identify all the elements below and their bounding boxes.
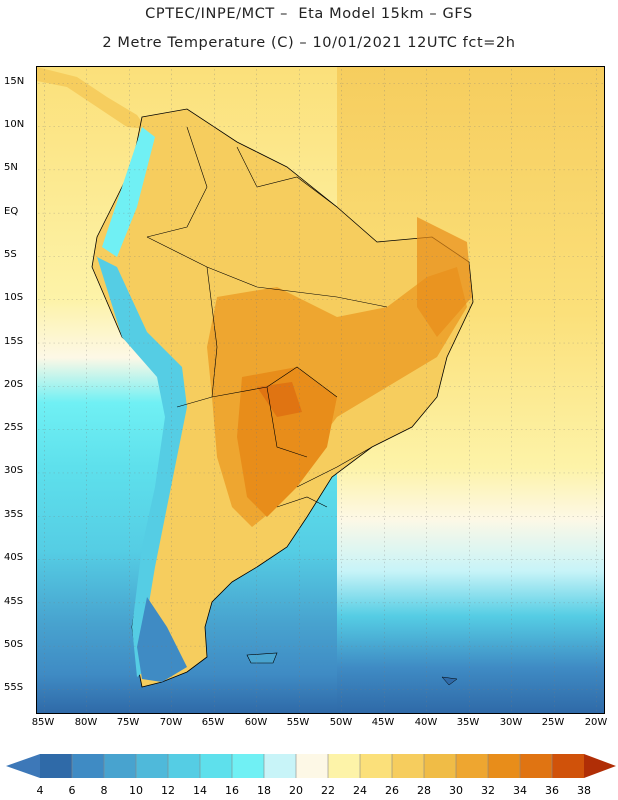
lon-label-55w: 55W bbox=[286, 717, 310, 728]
map-svg bbox=[37, 67, 604, 713]
colorbar-swatch-24-26 bbox=[360, 754, 392, 778]
colorbar-swatch-28-30 bbox=[424, 754, 456, 778]
colorbar-arrow-left bbox=[6, 754, 40, 778]
colorbar-swatch-20-22 bbox=[296, 754, 328, 778]
colorbar-label-30: 30 bbox=[449, 784, 463, 797]
lat-label-eq: EQ bbox=[4, 206, 19, 217]
lon-label-40w: 40W bbox=[414, 717, 438, 728]
lat-label-30s: 30S bbox=[4, 465, 24, 476]
lon-label-50w: 50W bbox=[329, 717, 353, 728]
colorbar-label-12: 12 bbox=[161, 784, 175, 797]
colorbar-swatch-16-18 bbox=[232, 754, 264, 778]
colorbar-swatch-10-12 bbox=[136, 754, 168, 778]
lon-label-35w: 35W bbox=[456, 717, 480, 728]
lon-label-45w: 45W bbox=[371, 717, 395, 728]
colorbar-swatch-12-14 bbox=[168, 754, 200, 778]
colorbar-swatch-36-38 bbox=[552, 754, 584, 778]
lon-label-20w: 20W bbox=[584, 717, 608, 728]
title-line-1: CPTEC/INPE/MCT – Eta Model 15km – GFS bbox=[145, 6, 473, 22]
colorbar-label-8: 8 bbox=[101, 784, 108, 797]
temperature-map bbox=[36, 66, 605, 714]
lat-label-45s: 45S bbox=[4, 596, 24, 607]
colorbar-label-34: 34 bbox=[513, 784, 527, 797]
colorbar-swatch-18-20 bbox=[264, 754, 296, 778]
colorbar-label-28: 28 bbox=[417, 784, 431, 797]
title-line-2: 2 Metre Temperature (C) – 10/01/2021 12U… bbox=[102, 35, 516, 51]
colorbar-swatch-4-6 bbox=[40, 754, 72, 778]
colorbar-label-26: 26 bbox=[385, 784, 399, 797]
colorbar-label-24: 24 bbox=[353, 784, 367, 797]
lon-label-30w: 30W bbox=[499, 717, 523, 728]
lon-label-60w: 60W bbox=[244, 717, 268, 728]
lat-label-50s: 50S bbox=[4, 639, 24, 650]
lat-label-15s: 15S bbox=[4, 336, 24, 347]
lat-lon-grid bbox=[37, 67, 604, 713]
temperature-colorbar: 4 6 8 10 12 14 16 18 20 22 24 26 28 30 3… bbox=[6, 754, 616, 797]
lat-label-15n: 15N bbox=[4, 76, 25, 87]
colorbar-swatch-8-10 bbox=[104, 754, 136, 778]
colorbar-label-6: 6 bbox=[69, 784, 76, 797]
colorbar-label-16: 16 bbox=[225, 784, 239, 797]
lon-label-65w: 65W bbox=[201, 717, 225, 728]
colorbar-label-14: 14 bbox=[193, 784, 207, 797]
lat-label-10n: 10N bbox=[4, 119, 25, 130]
lon-label-85w: 85W bbox=[31, 717, 55, 728]
colorbar-swatch-34-36 bbox=[520, 754, 552, 778]
lat-label-55s: 55S bbox=[4, 682, 24, 693]
colorbar-arrow-right bbox=[584, 754, 616, 778]
lat-label-40s: 40S bbox=[4, 552, 24, 563]
lat-label-10s: 10S bbox=[4, 292, 24, 303]
colorbar-label-22: 22 bbox=[321, 784, 335, 797]
colorbar-label-32: 32 bbox=[481, 784, 495, 797]
lat-label-35s: 35S bbox=[4, 509, 24, 520]
colorbar-label-20: 20 bbox=[289, 784, 303, 797]
colorbar-swatch-26-28 bbox=[392, 754, 424, 778]
colorbar-swatch-14-16 bbox=[200, 754, 232, 778]
colorbar-swatch-32-34 bbox=[488, 754, 520, 778]
lat-label-20s: 20S bbox=[4, 379, 24, 390]
lon-label-70w: 70W bbox=[159, 717, 183, 728]
colorbar-label-18: 18 bbox=[257, 784, 271, 797]
colorbar-label-10: 10 bbox=[129, 784, 143, 797]
colorbar-swatch-6-8 bbox=[72, 754, 104, 778]
lon-label-25w: 25W bbox=[541, 717, 565, 728]
lon-label-80w: 80W bbox=[74, 717, 98, 728]
colorbar-separators bbox=[71, 754, 553, 778]
colorbar-swatch-30-32 bbox=[456, 754, 488, 778]
lat-label-5s: 5S bbox=[4, 249, 17, 260]
colorbar-label-38: 38 bbox=[577, 784, 591, 797]
lat-label-5n: 5N bbox=[4, 162, 18, 173]
lat-label-25s: 25S bbox=[4, 422, 24, 433]
colorbar-label-36: 36 bbox=[545, 784, 559, 797]
colorbar-swatch-22-24 bbox=[328, 754, 360, 778]
colorbar-label-4: 4 bbox=[37, 784, 44, 797]
lon-label-75w: 75W bbox=[116, 717, 140, 728]
